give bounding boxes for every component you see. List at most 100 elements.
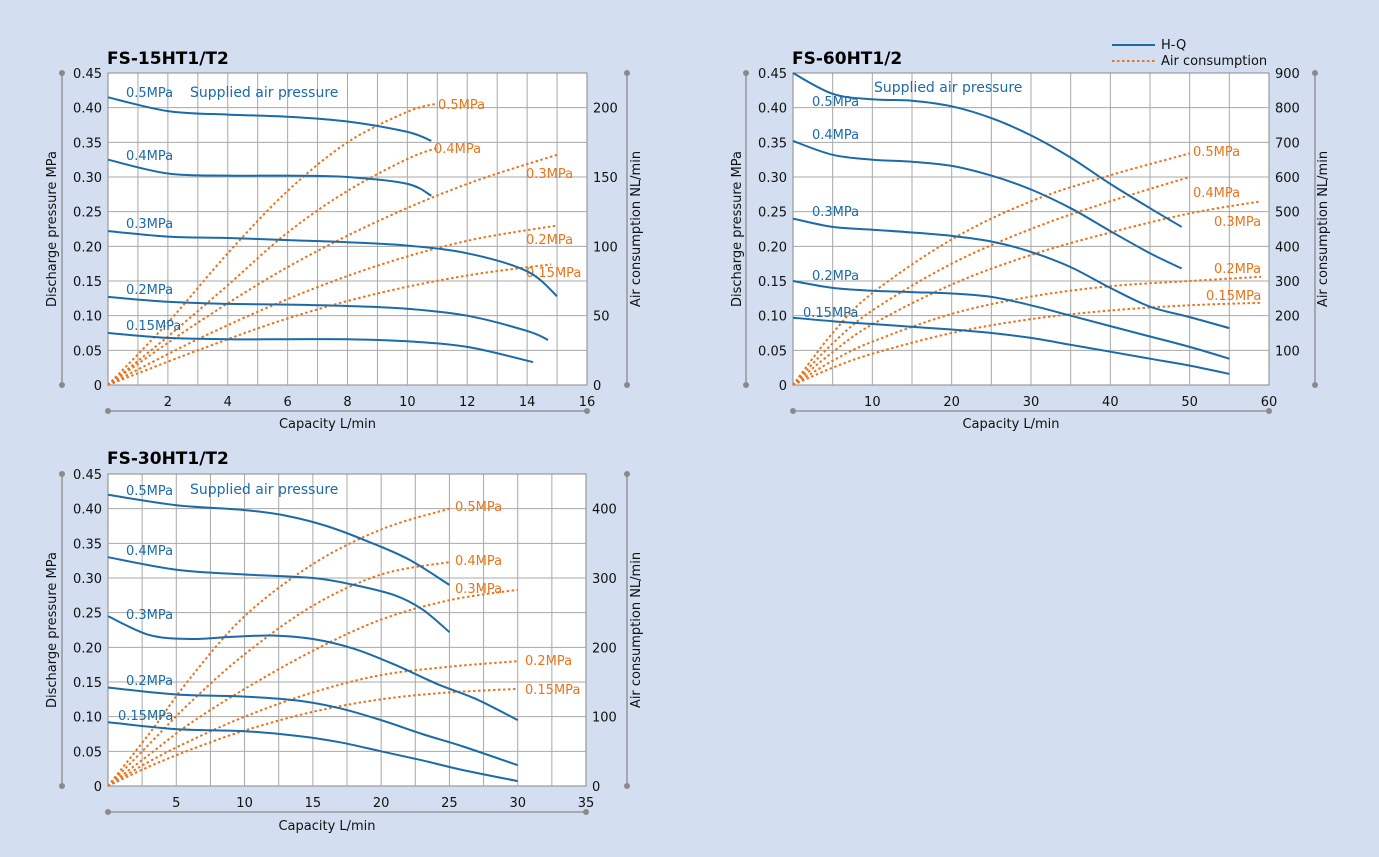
hq-series-label: 0.4MPa [126,544,173,559]
x-axis-label: Capacity L/min [278,819,375,834]
x-tick-label: 16 [579,395,596,410]
x-tick-label: 5 [172,796,180,811]
y-left-tick-label: 0.40 [758,102,787,117]
hq-series-line [107,230,558,298]
air-series-line [107,263,552,386]
x-tick-label: 8 [343,395,351,410]
air-series-label: 0.5MPa [455,500,502,515]
y-right-axis-label: Air consumption NL/min [629,151,644,307]
air-series-label: 0.4MPa [434,142,481,157]
y-right-tick-label: 50 [593,310,610,325]
air-series-label: 0.2MPa [1214,262,1261,277]
x-tick-label: 2 [164,395,172,410]
hq-series-label: 0.15MPa [126,319,181,334]
air-series-label: 0.2MPa [526,233,573,248]
hq-series-line [107,493,450,586]
hq-series-line [792,280,1230,360]
x-tick-label: 10 [864,395,881,410]
y-left-axis-label: Discharge pressure MPa [730,151,745,307]
y-left-tick-label: 0 [94,379,102,394]
y-left-tick-label: 0.05 [758,344,787,359]
y-right-tick-label: 800 [1275,102,1300,117]
y-left-tick-label: 0.35 [758,136,787,151]
y-left-tick-label: 0.45 [758,67,787,82]
hq-series-label: 0.3MPa [126,608,173,623]
supplied-air-annotation: Supplied air pressure [190,85,338,101]
y-left-tick-label: 0.25 [758,206,787,221]
y-left-tick-label: 0.25 [73,206,102,221]
air-series-line [107,687,518,787]
y-left-tick-label: 0.30 [73,171,102,186]
y-left-tick-label: 0.10 [758,310,787,325]
bottom-axis-end [584,408,590,414]
hq-series-line [792,72,1183,228]
y-left-tick-label: 0 [94,780,102,795]
hq-series-label: 0.5MPa [812,95,859,110]
hq-series-line [107,556,451,633]
x-tick-label: 6 [283,395,291,410]
y-right-tick-label: 200 [1275,310,1300,325]
y-left-tick-label: 0.40 [73,102,102,117]
bottom-axis-end [105,809,111,815]
y-right-tick-label: 600 [1275,171,1300,186]
air-series-line [107,102,438,386]
y-right-tick-label: 300 [1275,275,1300,290]
y-left-tick-label: 0.35 [73,136,102,151]
hq-series-line [107,686,519,767]
y-left-axis-label: Discharge pressure MPa [45,151,60,307]
hq-series-line [792,316,1230,375]
y-right-axis-label: Air consumption NL/min [1316,151,1331,307]
y-left-tick-label: 0.35 [73,537,102,552]
air-series-label: 0.2MPa [525,654,572,669]
y-right-tick-label: 0 [593,379,601,394]
y-right-axis-label: Air consumption NL/min [629,552,644,708]
air-series-label: 0.15MPa [1206,289,1261,304]
y-right-tick-label: 300 [592,572,617,587]
y-right-tick-label: 400 [592,503,617,518]
x-axis-label: Capacity L/min [279,417,376,432]
y-right-tick-label: 100 [1275,344,1300,359]
y-left-tick-label: 0.45 [73,468,102,483]
y-left-tick-label: 0.20 [758,240,787,255]
air-series-line [107,588,518,787]
hq-series-line [107,332,534,364]
hq-series-label: 0.15MPa [118,709,173,724]
hq-series-label: 0.2MPa [126,674,173,689]
right-axis-end [624,70,630,76]
y-left-tick-label: 0.10 [73,711,102,726]
hq-series-label: 0.2MPa [812,269,859,284]
air-series-line [792,301,1262,386]
y-left-tick-label: 0.25 [73,607,102,622]
y-left-tick-label: 0.45 [73,67,102,82]
hq-series-label: 0.2MPa [126,283,173,298]
y-left-axis-label: Discharge pressure MPa [45,552,60,708]
y-left-tick-label: 0.05 [73,745,102,760]
bottom-axis-end [790,408,796,414]
x-tick-label: 10 [236,796,253,811]
legend-hq-label: H-Q [1161,38,1186,53]
bottom-axis-end [1266,408,1272,414]
y-left-tick-label: 0.30 [758,171,787,186]
air-series-line [107,153,558,386]
x-tick-label: 10 [399,395,416,410]
x-tick-label: 60 [1261,395,1278,410]
y-right-tick-label: 100 [593,240,618,255]
y-left-tick-label: 0.15 [73,676,102,691]
chart-fs-30ht1-t2: FS-30HT1/T2 0 0.05 0.10 0.15 0.20 0.25 0.30 0.35… [45,449,644,834]
right-axis-end [1312,382,1318,388]
chart-title: FS-60HT1/2 [792,49,902,69]
hq-series-label: 0.3MPa [126,217,173,232]
hq-series-label: 0.3MPa [812,205,859,220]
left-axis-end [59,783,65,789]
hq-series-label: 0.4MPa [126,149,173,164]
x-tick-label: 30 [509,796,526,811]
air-series-line [792,275,1262,386]
hq-series-line [792,139,1183,270]
hq-series-line [792,217,1230,330]
chart-title: FS-15HT1/T2 [107,49,229,69]
y-right-tick-label: 700 [1275,136,1300,151]
air-series-label: 0.3MPa [1214,215,1261,230]
x-axis-label: Capacity L/min [962,417,1059,432]
